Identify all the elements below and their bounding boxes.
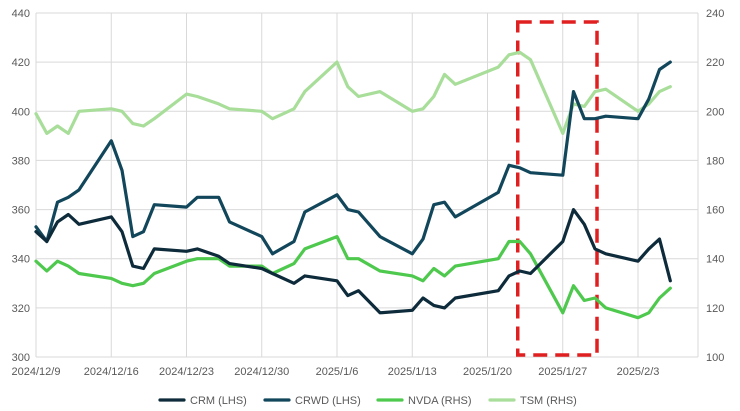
right-tick-label: 220 bbox=[706, 57, 724, 69]
right-tick-label: 240 bbox=[706, 8, 724, 20]
left-tick-label: 400 bbox=[12, 106, 30, 118]
series-line-nvda bbox=[34, 235, 672, 320]
legend-label: CRM (LHS) bbox=[190, 395, 247, 407]
x-tick-label: 2025/1/6 bbox=[316, 366, 359, 378]
series-lines bbox=[34, 50, 672, 320]
x-tick-label: 2024/12/30 bbox=[234, 366, 289, 378]
right-tick-label: 200 bbox=[706, 106, 724, 118]
legend: CRM (LHS) CRWD (LHS) NVDA (RHS) TSM (RHS) bbox=[158, 395, 577, 407]
x-tick-label: 2025/2/3 bbox=[617, 366, 660, 378]
right-tick-label: 140 bbox=[706, 254, 724, 266]
series-line-crm bbox=[34, 208, 672, 315]
left-tick-label: 320 bbox=[12, 303, 30, 315]
left-tick-label: 340 bbox=[12, 254, 30, 266]
left-tick-label: 380 bbox=[12, 155, 30, 167]
x-tick-label: 2024/12/16 bbox=[84, 366, 139, 378]
right-tick-label: 120 bbox=[706, 303, 724, 315]
left-tick-label: 300 bbox=[12, 352, 30, 364]
right-tick-label: 100 bbox=[706, 352, 724, 364]
x-tick-label: 2025/1/27 bbox=[538, 366, 587, 378]
x-tick-label: 2025/1/13 bbox=[388, 366, 437, 378]
highlight-box bbox=[516, 20, 599, 357]
right-axis-ticks: 100 120 140 160 180 200 220 240 bbox=[706, 8, 724, 364]
legend-label: CRWD (LHS) bbox=[295, 395, 361, 407]
x-axis-ticks: 2024/12/9 2024/12/16 2024/12/23 2024/12/30 2… bbox=[12, 366, 660, 378]
x-tick-label: 2024/12/23 bbox=[159, 366, 214, 378]
x-tick-label: 2025/1/20 bbox=[463, 366, 512, 378]
highlight-rect bbox=[516, 20, 599, 357]
legend-label: NVDA (RHS) bbox=[408, 395, 472, 407]
left-axis-ticks: 300 320 340 360 380 400 420 440 bbox=[12, 8, 30, 364]
left-tick-label: 440 bbox=[12, 8, 30, 20]
right-tick-label: 180 bbox=[706, 155, 724, 167]
x-tick-label: 2024/12/9 bbox=[12, 366, 61, 378]
right-tick-label: 160 bbox=[706, 205, 724, 217]
gridlines bbox=[35, 12, 699, 358]
series-line-crwd bbox=[34, 60, 672, 256]
legend-label: TSM (RHS) bbox=[520, 395, 577, 407]
left-tick-label: 360 bbox=[12, 205, 30, 217]
left-tick-label: 420 bbox=[12, 57, 30, 69]
